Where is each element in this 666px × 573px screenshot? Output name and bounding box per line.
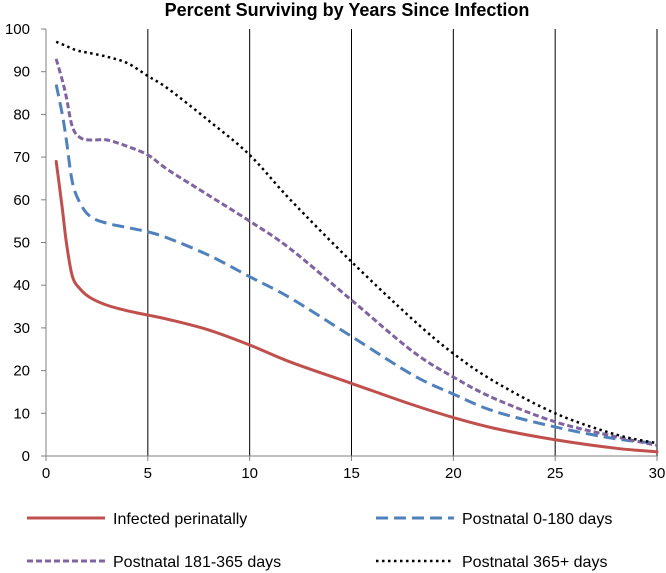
x-tick-label: 0 xyxy=(42,465,50,482)
legend-label-1: Infected perinatally xyxy=(113,511,247,528)
y-tick-label: 20 xyxy=(13,363,30,380)
chart-title: Percent Surviving by Years Since Infecti… xyxy=(165,0,530,20)
x-tick-label: 10 xyxy=(241,465,258,482)
x-axis-ticks: 0 5 10 15 20 25 30 xyxy=(42,456,666,482)
legend: Infected perinatally Postnatal 0-180 days… xyxy=(27,511,612,571)
series-lines xyxy=(54,40,659,454)
series-line-1 xyxy=(54,159,659,454)
y-tick-label: 70 xyxy=(13,149,30,166)
y-tick-label: 10 xyxy=(13,405,30,422)
y-tick-label: 50 xyxy=(13,235,30,252)
y-axis-ticks: 0 10 20 30 40 50 60 70 80 90 100 xyxy=(5,21,46,465)
x-tick-label: 15 xyxy=(343,465,360,482)
y-tick-label: 60 xyxy=(13,192,30,209)
legend-label-2: Postnatal 0-180 days xyxy=(462,511,612,528)
y-tick-label: 0 xyxy=(22,448,30,465)
y-tick-label: 90 xyxy=(13,64,30,81)
y-tick-label: 40 xyxy=(13,277,30,294)
legend-label-4: Postnatal 365+ days xyxy=(462,554,607,571)
y-tick-label: 100 xyxy=(5,21,30,38)
y-tick-label: 30 xyxy=(13,320,30,337)
legend-label-3: Postnatal 181-365 days xyxy=(113,554,281,571)
series-line-4 xyxy=(55,40,658,445)
x-tick-label: 25 xyxy=(547,465,564,482)
series-line-2 xyxy=(54,84,658,445)
x-tick-label: 30 xyxy=(649,465,666,482)
y-tick-label: 80 xyxy=(13,106,30,123)
x-tick-label: 20 xyxy=(445,465,462,482)
gridlines xyxy=(147,29,658,456)
series-line-3 xyxy=(54,58,658,447)
x-tick-label: 5 xyxy=(144,465,152,482)
